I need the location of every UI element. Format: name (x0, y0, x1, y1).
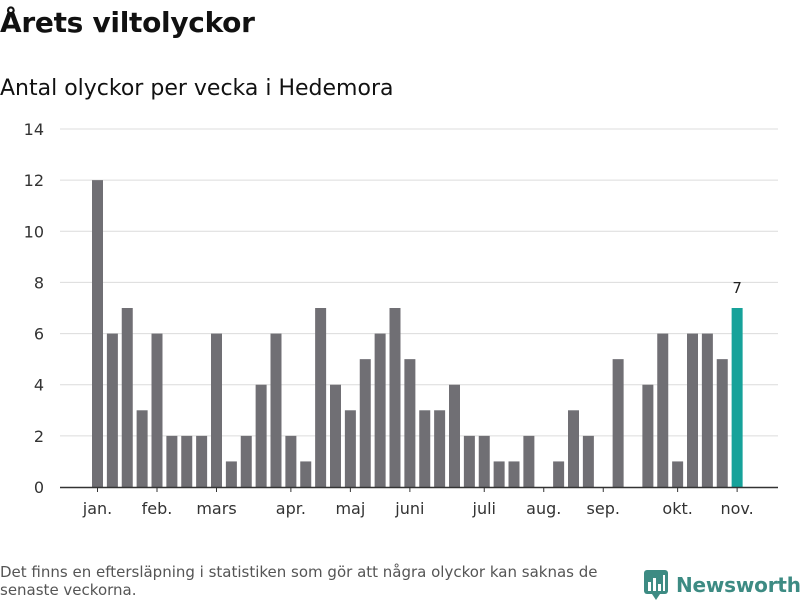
bar-chart: 0 2 4 6 8 10 12 14 7 jan. feb. mars apr. maj juni jul… (24, 120, 778, 518)
bar (463, 435, 475, 487)
footnote: Det finns en eftersläpning i statistiken… (0, 563, 598, 599)
bar (92, 180, 103, 487)
x-tick-label: sep. (587, 499, 620, 518)
bar (374, 333, 386, 487)
bar (166, 435, 178, 487)
x-tick-label: maj (335, 499, 365, 518)
x-tick-label: mars (196, 499, 236, 518)
grid-lines (60, 128, 778, 437)
bar (642, 384, 654, 487)
bar (359, 359, 371, 487)
bar (478, 435, 490, 487)
bar (716, 359, 728, 487)
bar (701, 333, 713, 487)
y-tick-label: 2 (34, 427, 44, 446)
y-tick-label: 4 (34, 376, 44, 395)
bar (225, 461, 237, 487)
bar (612, 359, 624, 487)
bar (121, 308, 133, 487)
bar (404, 359, 416, 487)
bars: 7 (92, 180, 743, 487)
bar (568, 410, 579, 487)
bar (285, 435, 297, 487)
x-tick-label: okt. (662, 499, 692, 518)
bar (687, 333, 698, 487)
bar (434, 410, 446, 487)
bar (270, 333, 282, 487)
y-tick-label: 6 (34, 325, 44, 344)
x-tick-label: feb. (142, 499, 173, 518)
x-tick-label: juni (394, 499, 424, 518)
bar (582, 435, 594, 487)
bar (419, 410, 431, 487)
y-tick-label: 8 (34, 273, 44, 292)
bar (508, 461, 520, 487)
x-tick-label: aug. (526, 499, 561, 518)
y-tick-label: 12 (24, 171, 44, 190)
x-tick-label: nov. (721, 499, 754, 518)
bar (449, 384, 460, 487)
bar (255, 384, 267, 487)
bar (553, 461, 565, 487)
bar (196, 435, 208, 487)
highlight-data-label: 7 (732, 279, 742, 297)
bar (672, 461, 684, 487)
bar (211, 333, 222, 487)
x-tick-label: apr. (276, 499, 306, 518)
x-axis: jan. feb. mars apr. maj juni juli aug. sep. okt. n… (60, 486, 778, 518)
x-tick-label: juli (472, 499, 496, 518)
y-axis-ticks: 0 2 4 6 8 10 12 14 (24, 120, 44, 497)
chart-title: Årets viltolyckor (0, 6, 255, 39)
bar (330, 384, 341, 487)
chart-subtitle: Antal olyckor per vecka i Hedemora (0, 76, 394, 101)
bar (106, 333, 118, 487)
bar (389, 308, 401, 487)
brand-name: Newsworthy (676, 573, 800, 597)
newsworthy-logo-icon (644, 570, 668, 600)
bar (344, 410, 356, 487)
bar (300, 461, 312, 487)
bar (151, 333, 163, 487)
bar-highlight (731, 308, 743, 487)
y-tick-label: 0 (34, 478, 44, 497)
y-tick-label: 14 (24, 120, 44, 139)
bar (657, 333, 669, 487)
bar (181, 435, 193, 487)
bar (493, 461, 505, 487)
bar (523, 435, 535, 487)
y-tick-label: 10 (24, 222, 44, 241)
brand[interactable]: Newsworthy (644, 569, 800, 601)
x-tick-label: jan. (82, 499, 112, 518)
bar (315, 308, 327, 487)
bar (240, 435, 252, 487)
bar (136, 410, 148, 487)
